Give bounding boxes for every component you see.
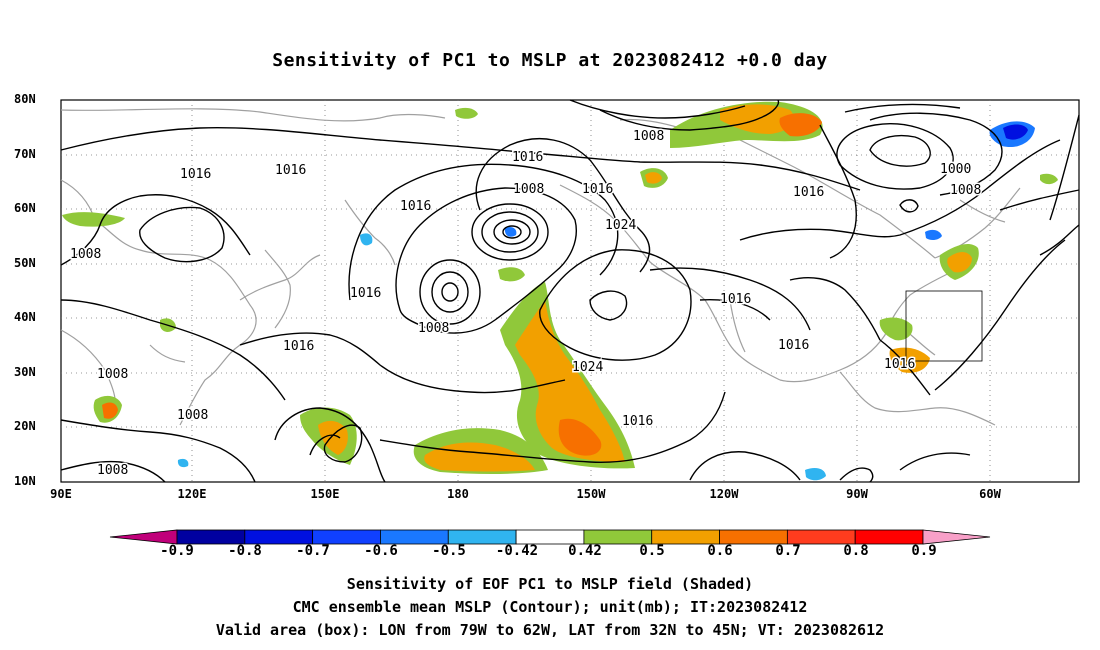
- map-title: Sensitivity of PC1 to MSLP at 2023082412…: [272, 50, 828, 71]
- colorbar-swatch: [380, 529, 449, 545]
- colorbar-swatch: [515, 529, 585, 545]
- contour-label: 1008: [70, 247, 101, 262]
- colorbar-max-triangle: [922, 529, 991, 545]
- lat-label-30n: 30N: [14, 365, 36, 379]
- colorbar-swatch: [719, 529, 788, 545]
- colorbar-label: 0.42: [568, 543, 602, 559]
- colorbar-label: 0.7: [775, 543, 801, 559]
- caption-line-3: Valid area (box): LON from 79W to 62W, L…: [215, 621, 885, 639]
- contour-label-group: 1016 1016 1008 1008 1016 1008 1016 1016 …: [69, 128, 983, 480]
- lon-label-120w: 120W: [709, 487, 739, 501]
- colorbar-label: -0.9: [160, 543, 194, 559]
- contour-label: 1016: [793, 185, 824, 200]
- colorbar-swatch: [583, 529, 653, 545]
- contour-label: 1008: [513, 182, 544, 197]
- colorbar-label: -0.42: [495, 543, 539, 559]
- colorbar-swatch: [786, 529, 856, 545]
- lon-label-180: 180: [447, 487, 469, 501]
- colorbar-swatch: [312, 529, 381, 545]
- lat-label-60n: 60N: [14, 201, 36, 215]
- lon-label-60w: 60W: [979, 487, 1001, 501]
- lon-label-120e: 120E: [177, 487, 207, 501]
- contour-label: 1016: [275, 163, 306, 178]
- lon-label-150e: 150E: [310, 487, 340, 501]
- contour-label: 1008: [950, 183, 981, 198]
- lat-label-50n: 50N: [14, 256, 36, 270]
- contour-label: 1008: [97, 463, 128, 478]
- mslp-contours: [60, 99, 1080, 483]
- contour-label: 1008: [177, 408, 208, 423]
- contour-label: 1016: [512, 150, 543, 165]
- lon-label-150w: 150W: [576, 487, 606, 501]
- colorbar-swatch: [176, 529, 246, 545]
- colorbar-swatch: [244, 529, 314, 545]
- lat-label-20n: 20N: [14, 419, 36, 433]
- contour-label: 1016: [582, 182, 613, 197]
- contour-label: 1024: [572, 360, 603, 375]
- caption-line-2: CMC ensemble mean MSLP (Contour); unit(m…: [292, 598, 808, 616]
- lon-label-90w: 90W: [846, 487, 868, 501]
- contour-label: 1016: [720, 292, 751, 307]
- coastlines: [60, 108, 1021, 446]
- contour-label: 1016: [884, 357, 915, 372]
- colorbar-swatch: [651, 529, 720, 545]
- contour-label: 1016: [778, 338, 809, 353]
- colorbar-swatch: [854, 529, 924, 545]
- contour-label: 1016: [350, 286, 381, 301]
- lat-label-10n: 10N: [14, 474, 36, 488]
- colorbar-label: -0.6: [364, 543, 398, 559]
- colorbar-label: 0.6: [707, 543, 733, 559]
- colorbar-label: -0.7: [296, 543, 330, 559]
- contour-label: 1008: [97, 367, 128, 382]
- lat-label-40n: 40N: [14, 310, 36, 324]
- colorbar-label: -0.8: [228, 543, 262, 559]
- lat-label-80n: 80N: [14, 92, 36, 106]
- lon-label-90e: 90E: [50, 487, 72, 501]
- contour-label: 1016: [180, 167, 211, 182]
- colorbar-label: 0.5: [639, 543, 665, 559]
- valid-area-box: [905, 290, 983, 362]
- contour-label: 1008: [633, 129, 664, 144]
- sensitivity-shading: [62, 101, 1058, 481]
- caption-line-1: Sensitivity of EOF PC1 to MSLP field (Sh…: [346, 575, 754, 593]
- lat-label-70n: 70N: [14, 147, 36, 161]
- colorbar-min-triangle: [109, 529, 178, 545]
- colorbar-label: -0.5: [432, 543, 466, 559]
- colorbar-swatch: [447, 529, 517, 545]
- colorbar-label: 0.8: [843, 543, 869, 559]
- contour-label: 1024: [605, 218, 636, 233]
- contour-label: 1016: [622, 414, 653, 429]
- colorbar-label: 0.9: [911, 543, 937, 559]
- contour-label: 1008: [418, 321, 449, 336]
- contour-label: 1016: [400, 199, 431, 214]
- colorbar: [109, 529, 991, 545]
- contour-label: 1000: [940, 162, 971, 177]
- contour-label: 1016: [283, 339, 314, 354]
